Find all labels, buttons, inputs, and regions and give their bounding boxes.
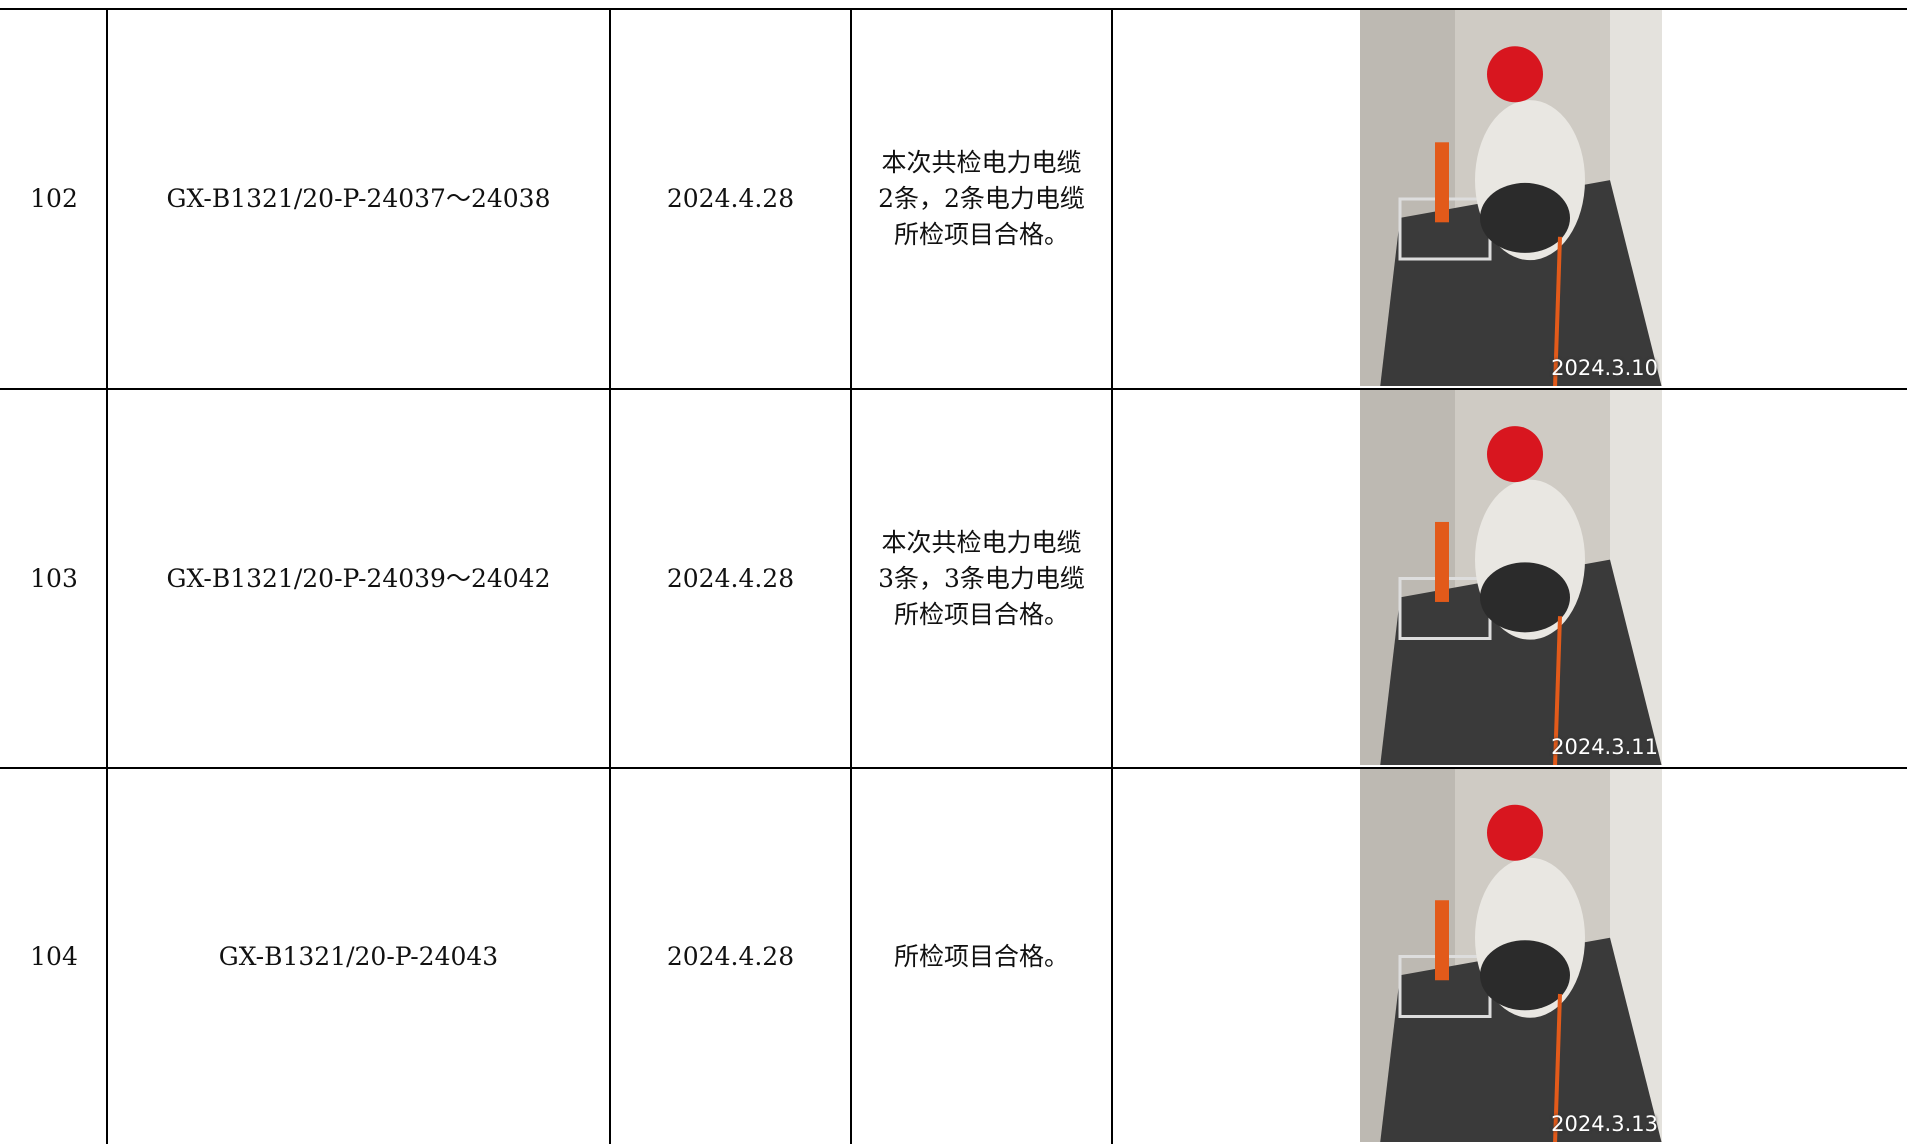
row-border bbox=[0, 767, 1907, 769]
result-line: 3条，3条电力电缆 bbox=[878, 563, 1085, 593]
photo-timestamp: 2024.3.13 bbox=[1551, 1112, 1658, 1136]
photo: 2024.3.11 bbox=[1360, 390, 1662, 765]
cell-no: 102 bbox=[30, 184, 78, 213]
column-border bbox=[106, 8, 108, 1144]
photo: 2024.3.13 bbox=[1360, 769, 1662, 1142]
result-text: 本次共检电力电缆 3条，3条电力电缆 所检项目合格。 bbox=[878, 525, 1085, 633]
cell-code: GX-B1321/20-P-24043 bbox=[218, 941, 499, 971]
cell-date: 2024.4.28 bbox=[666, 563, 795, 593]
photo-image bbox=[1360, 390, 1662, 765]
cell-no: 104 bbox=[30, 941, 78, 971]
photo-image bbox=[1360, 10, 1662, 386]
column-border bbox=[609, 8, 611, 1144]
cell-result: 本次共检电力电缆 2条，2条电力电缆 所检项目合格。 bbox=[852, 10, 1111, 388]
cell-no: 103 bbox=[30, 563, 78, 593]
row-border bbox=[0, 388, 1907, 390]
photo: 2024.3.10 bbox=[1360, 10, 1662, 386]
cell-result: 所检项目合格。 bbox=[852, 769, 1111, 1144]
result-text: 所检项目合格。 bbox=[894, 939, 1069, 975]
result-line: 2条，2条电力电缆 bbox=[878, 184, 1085, 213]
result-line: 本次共检电力电缆 bbox=[881, 148, 1082, 177]
result-line: 所检项目合格。 bbox=[893, 599, 1069, 629]
column-border bbox=[850, 8, 852, 1144]
column-border bbox=[1111, 8, 1113, 1144]
cell-date: 2024.4.28 bbox=[666, 184, 795, 213]
result-line: 本次共检电力电缆 bbox=[881, 527, 1082, 557]
cell-result: 本次共检电力电缆 3条，3条电力电缆 所检项目合格。 bbox=[852, 390, 1111, 767]
photo-timestamp: 2024.3.11 bbox=[1551, 735, 1658, 759]
result-text: 本次共检电力电缆 2条，2条电力电缆 所检项目合格。 bbox=[878, 145, 1085, 253]
result-line: 所检项目合格。 bbox=[893, 220, 1069, 249]
cell-date: 2024.4.28 bbox=[666, 941, 795, 971]
cell-code: GX-B1321/20-P-24037～24038 bbox=[166, 184, 551, 213]
result-line: 所检项目合格。 bbox=[893, 941, 1069, 971]
photo-timestamp: 2024.3.10 bbox=[1551, 356, 1658, 380]
cell-code: GX-B1321/20-P-24039～24042 bbox=[166, 563, 551, 593]
row-border bbox=[0, 8, 1907, 10]
photo-image bbox=[1360, 769, 1662, 1142]
